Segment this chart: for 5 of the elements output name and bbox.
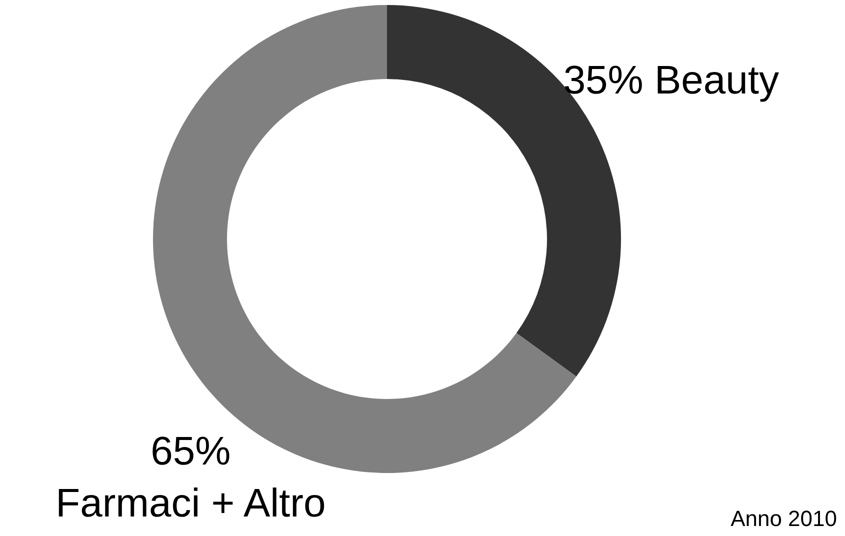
data-label: 65%	[150, 429, 231, 474]
slice-label: Beauty	[654, 58, 780, 103]
text: Anno 2010	[730, 506, 837, 532]
slice-label: Farmaci + Altro	[56, 481, 326, 526]
data-label: 35%	[563, 58, 644, 103]
